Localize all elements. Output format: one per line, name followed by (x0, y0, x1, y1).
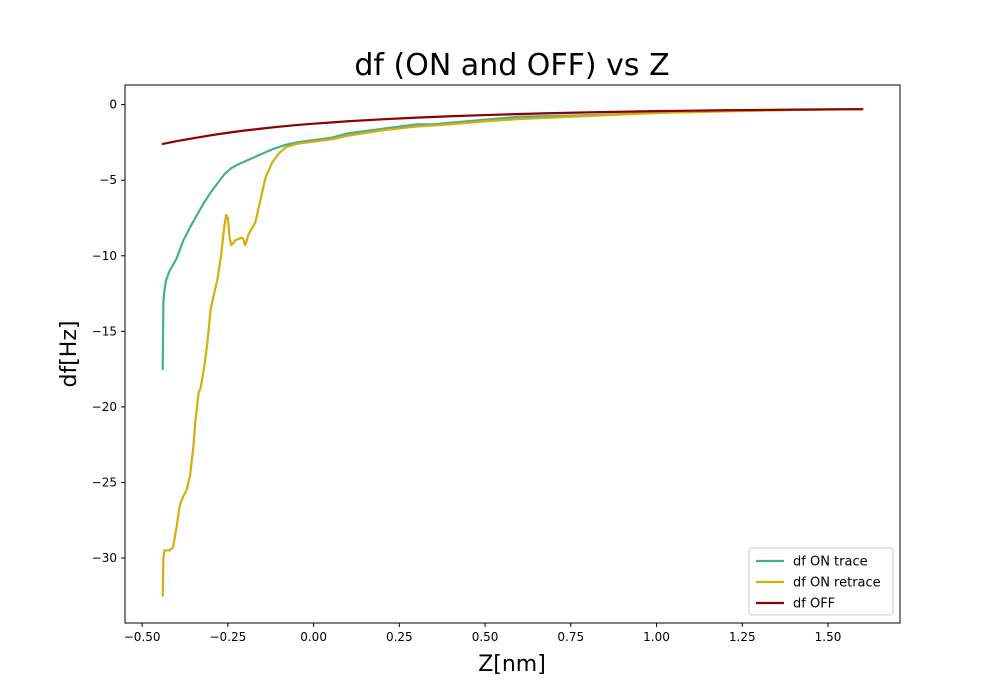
series-line-1 (161, 108, 864, 597)
legend-entry-1: df ON retrace (793, 576, 881, 591)
x-tick-label: 1.25 (729, 630, 756, 644)
x-tick-label: −0.50 (124, 630, 161, 644)
y-tick-label: −20 (92, 400, 117, 414)
legend: df ON trace df ON retrace df OFF (748, 547, 894, 616)
x-tick-label: −0.25 (209, 630, 246, 644)
x-tick-label: 0.50 (472, 630, 499, 644)
legend-box (748, 547, 894, 616)
y-tick-label: −10 (92, 249, 117, 263)
x-tick-label: 0.00 (300, 630, 327, 644)
x-axis-label: Z[nm] (478, 652, 546, 677)
plot-lines (161, 108, 864, 597)
plot-frame (124, 84, 901, 624)
x-tick-label: 0.25 (386, 630, 413, 644)
legend-entry-2: df OFF (793, 597, 835, 612)
series-line-0 (161, 108, 864, 371)
y-tick-label: −15 (92, 324, 117, 338)
x-tick-label: 1.50 (815, 630, 842, 644)
y-tick-label: −25 (92, 475, 117, 489)
series-line-2 (161, 108, 864, 146)
y-tick-label: 0 (109, 98, 117, 112)
x-tick-label: 0.75 (557, 630, 584, 644)
chart-title: df (ON and OFF) vs Z (354, 48, 669, 83)
y-tick-label: −5 (99, 173, 117, 187)
x-axis: −0.50 −0.25 0.00 0.25 0.50 0.75 1.00 1.25 1.50 (124, 623, 842, 644)
y-axis: 0 −5 −10 −15 −20 −25 −30 (92, 98, 125, 565)
y-axis-label: df[Hz] (57, 321, 82, 388)
x-tick-label: 1.00 (643, 630, 670, 644)
y-tick-label: −30 (92, 551, 117, 565)
legend-entry-0: df ON trace (793, 555, 868, 570)
